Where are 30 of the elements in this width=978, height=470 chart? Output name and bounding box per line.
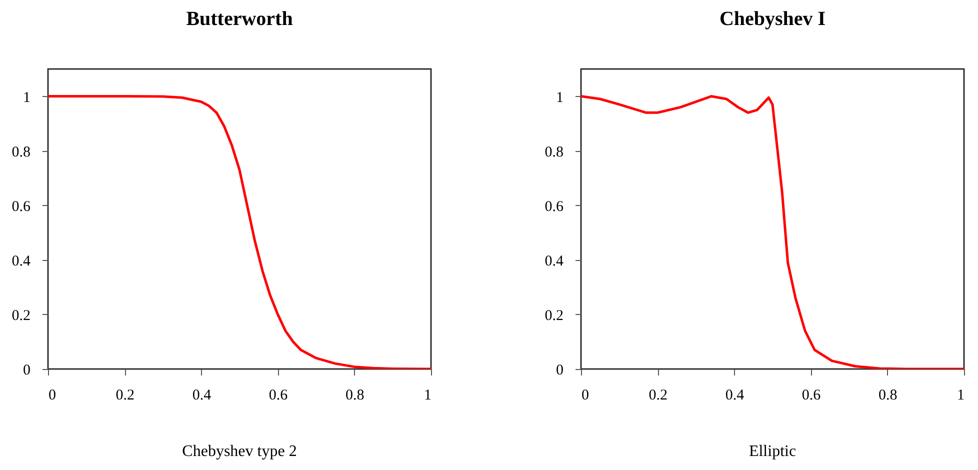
x-tick-label: 0.6 — [802, 388, 822, 404]
x-tick-label: 0.4 — [725, 388, 745, 404]
y-tick-label: 0.6 — [544, 198, 564, 215]
y-tick-label: 0.4 — [544, 253, 564, 270]
y-tick-label: 0.4 — [12, 253, 31, 270]
line-series — [48, 95, 431, 369]
x-tick-label: 0 — [48, 388, 56, 404]
line-series — [581, 95, 964, 369]
y-tick-label: 0.8 — [12, 144, 30, 160]
text: Chebyshev type 2 — [182, 443, 297, 460]
x-tick-label: 0 — [582, 388, 589, 404]
x-tick-label: 0.8 — [878, 388, 898, 404]
y-tick-label: 0 — [23, 362, 30, 378]
y-tick-label: 1 — [556, 90, 564, 106]
y-tick-label: 0.8 — [544, 144, 564, 160]
text: Elliptic — [748, 443, 796, 460]
x-tick-label: 1 — [957, 388, 964, 404]
chart-title: Chebyshev I — [719, 8, 826, 30]
x-tick-label: 0.2 — [648, 388, 668, 404]
y-tick-label: 0.2 — [12, 308, 30, 324]
chart-title: Butterworth — [186, 8, 293, 30]
y-tick-label: 1 — [23, 90, 30, 106]
x-tick-label: 0.4 — [192, 388, 212, 404]
x-tick-label: 0.6 — [268, 388, 288, 404]
y-tick-label: 0.2 — [544, 308, 564, 324]
x-tick-label: 0.8 — [346, 388, 364, 404]
x-tick-label: 0.2 — [116, 388, 134, 404]
y-tick-label: 0.6 — [12, 198, 31, 215]
y-tick-label: 0 — [556, 362, 564, 378]
x-tick-label: 1 — [424, 388, 432, 404]
